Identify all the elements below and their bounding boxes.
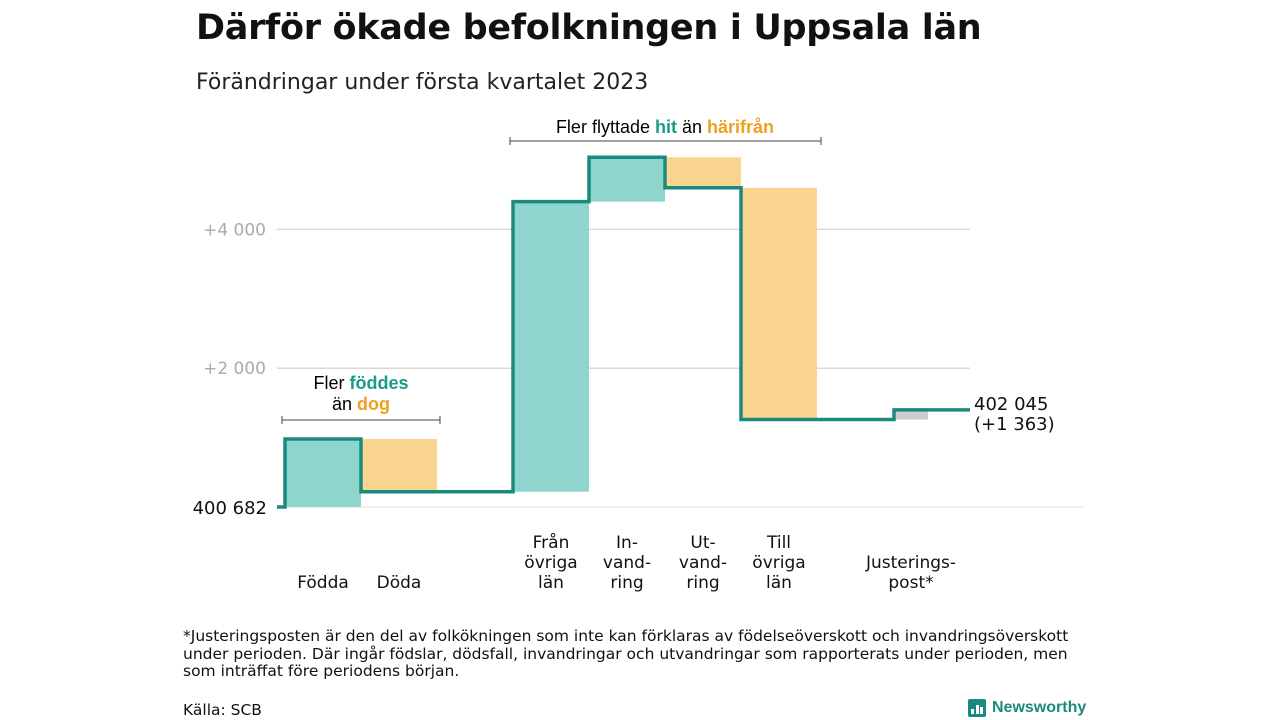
migration-annotation: Fler flyttade hit än härifrån — [556, 117, 774, 137]
category-label: Födda — [297, 573, 349, 593]
moved-in-highlight: hit — [655, 117, 677, 137]
waterfall-bar — [589, 157, 665, 202]
category-label: Döda — [377, 573, 422, 593]
waterfall-bar — [665, 157, 741, 188]
waterfall-bar — [285, 438, 361, 507]
category-label: Från — [533, 532, 570, 553]
newsworthy-logo: Newsworthy — [968, 697, 1086, 719]
births-annotation-line2: än dog — [332, 394, 390, 414]
category-label: post* — [888, 573, 933, 593]
y-tick-label: +4 000 — [203, 220, 266, 240]
category-label: övriga — [752, 553, 805, 573]
chart-subtitle: Förändringar under första kvartalet 2023 — [196, 70, 649, 95]
newsworthy-logo-icon — [968, 699, 986, 717]
category-label: ring — [610, 573, 643, 593]
category-label: In- — [616, 533, 638, 553]
category-label: ring — [686, 573, 719, 593]
category-label: Ut- — [690, 533, 715, 553]
category-label: Justerings- — [865, 553, 956, 573]
births-highlight: föddes — [349, 373, 408, 393]
moved-out-highlight: härifrån — [707, 117, 774, 137]
category-label: vand- — [603, 553, 651, 573]
category-label: län — [766, 573, 792, 593]
start-value-label: 400 682 — [193, 498, 267, 519]
newsworthy-logo-text: Newsworthy — [992, 699, 1087, 716]
y-tick-label: +2 000 — [203, 359, 266, 379]
births-bracket — [281, 416, 441, 424]
waterfall-bar — [741, 187, 817, 420]
category-label: övriga — [524, 553, 577, 573]
category-label: Till — [766, 533, 791, 553]
deaths-highlight: dog — [357, 394, 390, 414]
category-label: län — [538, 573, 564, 593]
cumulative-step-line — [277, 155, 970, 509]
waterfall-bar — [361, 438, 437, 492]
source-label: Källa: SCB — [183, 701, 262, 719]
waterfall-bar — [894, 409, 928, 420]
end-change-label: (+1 363) — [974, 414, 1055, 435]
births-annotation-line1: Fler föddes — [313, 373, 408, 393]
migration-bracket — [509, 137, 822, 145]
chart-title: Därför ökade befolkningen i Uppsala län — [196, 8, 982, 48]
footnote: *Justeringsposten är den del av folkökni… — [183, 627, 1069, 680]
category-label: vand- — [679, 553, 727, 573]
end-value-label: 402 045 — [974, 394, 1048, 415]
waterfall-bar — [513, 201, 589, 492]
